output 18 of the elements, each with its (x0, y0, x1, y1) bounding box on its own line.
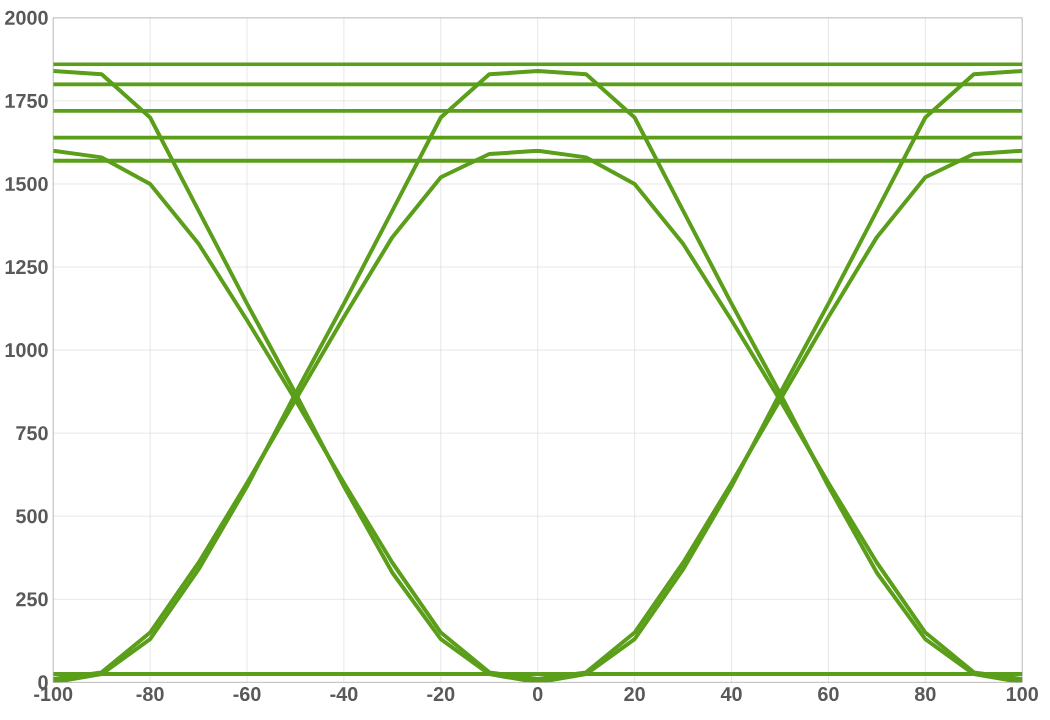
x-tick-label: 80 (914, 687, 936, 702)
x-tick-label: -60 (233, 687, 261, 702)
x-tick-label: 0 (533, 687, 543, 702)
y-tick-label: 1750 (5, 93, 48, 108)
x-tick-label: 60 (818, 687, 839, 702)
y-tick-label: 250 (16, 592, 48, 607)
x-tick-label: 20 (624, 687, 645, 702)
x-tick-label: 100 (1006, 687, 1038, 702)
y-tick-label: 750 (16, 426, 48, 441)
y-tick-label: 2000 (5, 10, 48, 25)
x-tick-label: 40 (720, 687, 742, 702)
y-tick-label: 1500 (5, 176, 48, 191)
x-tick-label: -80 (136, 687, 164, 702)
y-tick-label: 1250 (5, 259, 48, 275)
y-tick-label: 500 (16, 509, 48, 524)
x-tick-label: -40 (330, 687, 358, 702)
y-tick-label: 1000 (5, 343, 48, 358)
x-tick-label: -20 (427, 687, 455, 702)
